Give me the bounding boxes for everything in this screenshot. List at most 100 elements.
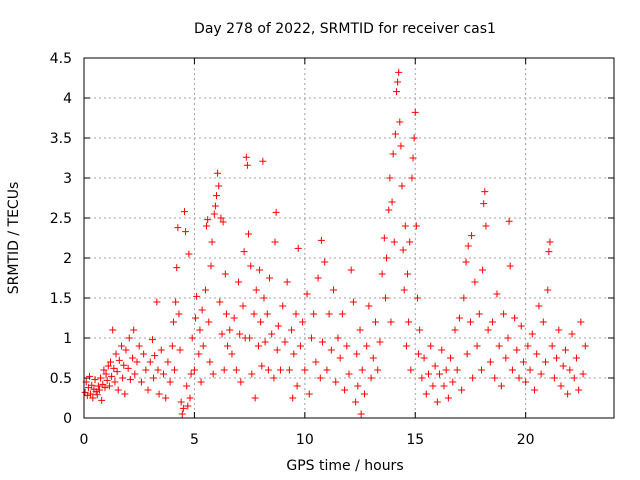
data-point bbox=[392, 88, 400, 96]
data-point bbox=[334, 334, 342, 342]
data-point bbox=[542, 358, 550, 366]
data-point bbox=[197, 378, 205, 386]
data-point bbox=[208, 238, 216, 246]
data-point bbox=[502, 354, 510, 362]
data-point bbox=[105, 382, 113, 390]
data-point bbox=[416, 326, 424, 334]
data-point bbox=[154, 366, 162, 374]
data-point bbox=[94, 382, 102, 390]
data-point bbox=[184, 402, 192, 410]
data-point bbox=[129, 354, 137, 362]
data-point bbox=[187, 370, 195, 378]
data-point bbox=[570, 374, 578, 382]
data-point bbox=[87, 390, 95, 398]
data-point bbox=[272, 208, 280, 216]
data-point bbox=[447, 354, 455, 362]
data-point bbox=[406, 238, 414, 246]
data-point bbox=[95, 386, 103, 394]
data-point bbox=[122, 346, 130, 354]
ticks: 0 5 10 15 20 0 0.5 1 1.5 2 2.5 3 3.5 4 4.5 bbox=[50, 51, 614, 448]
data-point bbox=[307, 334, 315, 342]
data-point bbox=[564, 390, 572, 398]
data-point bbox=[347, 266, 355, 274]
data-point bbox=[387, 318, 395, 326]
data-point bbox=[408, 174, 416, 182]
data-point bbox=[176, 346, 184, 354]
data-point bbox=[504, 334, 512, 342]
data-point bbox=[196, 326, 204, 334]
data-point bbox=[252, 286, 260, 294]
data-point bbox=[83, 392, 91, 400]
data-point bbox=[489, 318, 497, 326]
data-point bbox=[206, 358, 214, 366]
data-point bbox=[293, 382, 301, 390]
x-tick-label: 20 bbox=[517, 432, 535, 448]
data-point bbox=[199, 342, 207, 350]
data-point bbox=[218, 330, 226, 338]
data-point bbox=[319, 338, 326, 346]
data-point bbox=[259, 157, 267, 165]
data-point bbox=[133, 358, 141, 366]
data-point bbox=[402, 342, 410, 350]
data-point bbox=[539, 318, 547, 326]
data-point bbox=[124, 364, 132, 372]
axes bbox=[83, 57, 615, 419]
data-point bbox=[115, 356, 123, 364]
data-point bbox=[140, 350, 148, 358]
data-point bbox=[572, 354, 580, 362]
data-point bbox=[312, 358, 320, 366]
data-point bbox=[205, 318, 213, 326]
data-point bbox=[120, 361, 128, 369]
data-point bbox=[486, 358, 494, 366]
data-point bbox=[438, 346, 446, 354]
y-tick-label: 3 bbox=[63, 171, 72, 187]
data-point bbox=[381, 294, 389, 302]
data-point bbox=[376, 338, 384, 346]
data-point bbox=[401, 222, 409, 230]
data-point bbox=[303, 290, 311, 298]
data-point bbox=[185, 250, 193, 258]
data-point bbox=[380, 234, 388, 242]
data-point bbox=[216, 298, 224, 306]
data-point bbox=[220, 366, 228, 374]
data-point bbox=[230, 314, 238, 322]
data-point bbox=[528, 330, 536, 338]
data-point bbox=[178, 410, 186, 418]
data-point bbox=[482, 222, 490, 230]
data-point bbox=[254, 342, 262, 350]
x-tick-label: 0 bbox=[80, 432, 89, 448]
data-point bbox=[219, 218, 227, 226]
data-point bbox=[332, 378, 340, 386]
data-point bbox=[397, 142, 405, 150]
data-point bbox=[239, 302, 247, 310]
data-point bbox=[210, 210, 218, 218]
data-point bbox=[378, 270, 386, 278]
data-point bbox=[173, 264, 181, 272]
data-point bbox=[463, 350, 471, 358]
data-point bbox=[475, 310, 483, 318]
y-tick-label: 4 bbox=[63, 91, 72, 107]
data-point bbox=[89, 394, 97, 402]
data-point bbox=[568, 330, 576, 338]
data-point bbox=[466, 318, 474, 326]
data-point bbox=[175, 310, 183, 318]
data-point bbox=[345, 370, 353, 378]
data-point bbox=[550, 374, 558, 382]
data-point bbox=[395, 68, 403, 76]
data-point bbox=[469, 374, 477, 382]
data-points bbox=[81, 68, 589, 418]
data-point bbox=[113, 368, 121, 376]
data-point bbox=[404, 270, 412, 278]
data-point bbox=[228, 350, 236, 358]
grid bbox=[84, 58, 614, 418]
data-point bbox=[125, 334, 133, 342]
x-axis-label: GPS time / hours bbox=[286, 458, 403, 474]
data-point bbox=[180, 208, 188, 216]
data-point bbox=[188, 334, 196, 342]
data-point bbox=[236, 330, 244, 338]
data-point bbox=[453, 366, 461, 374]
data-point bbox=[513, 346, 521, 354]
data-point bbox=[391, 130, 399, 138]
data-point bbox=[394, 78, 402, 86]
